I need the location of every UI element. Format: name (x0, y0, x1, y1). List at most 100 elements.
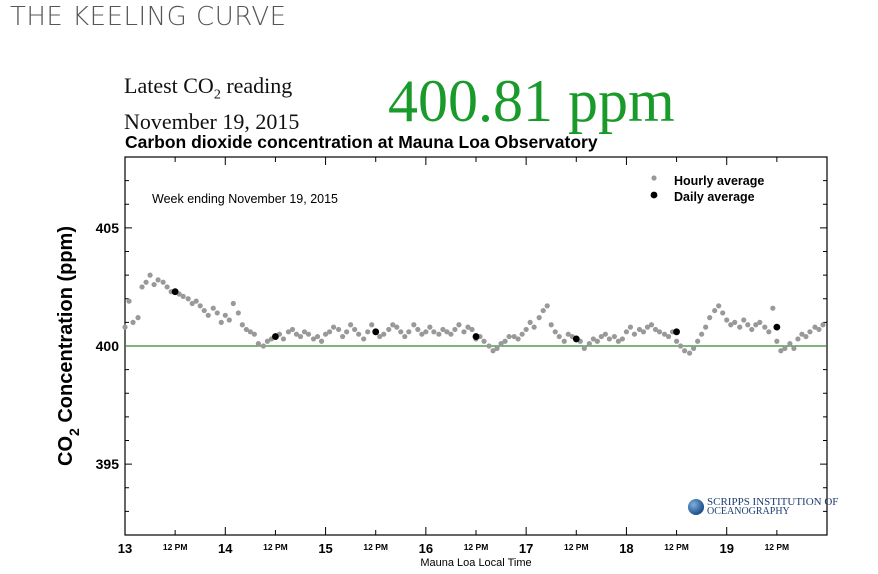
hourly-point (795, 336, 801, 342)
latest-reading-date: November 19, 2015 (124, 109, 300, 135)
hourly-point (791, 345, 797, 351)
hourly-point (390, 322, 396, 328)
y-tick-label: 400 (96, 338, 120, 354)
hourly-point (348, 322, 354, 328)
hourly-point (716, 303, 722, 309)
hourly-point (681, 348, 688, 354)
x-tick-label: 18 (619, 541, 633, 556)
x-tick-label: 13 (118, 541, 132, 556)
hourly-point (122, 324, 128, 330)
x-minor-tick-label: 12 PM (664, 542, 689, 552)
hourly-point (556, 333, 562, 340)
hourly-point (336, 326, 342, 333)
x-tick-label: 15 (318, 541, 332, 556)
hourly-point (770, 305, 776, 311)
hourly-point (699, 331, 705, 337)
hourly-point (465, 324, 471, 330)
x-tick-label: 16 (419, 541, 433, 556)
hourly-point (816, 326, 822, 333)
hourly-point (619, 336, 626, 342)
hourly-point (803, 333, 809, 340)
latest-reading-label: Latest CO2 reading November 19, 2015 (124, 72, 299, 135)
hourly-point (745, 322, 751, 328)
hourly-point (305, 331, 312, 337)
hourly-point (552, 329, 558, 335)
hourly-point (523, 326, 529, 333)
hourly-point (732, 319, 738, 325)
hourly-point (757, 319, 763, 325)
x-minor-tick-label: 12 PM (464, 542, 489, 552)
hourly-point (494, 345, 500, 351)
hourly-point (594, 338, 600, 344)
hourly-point (766, 329, 772, 335)
hourly-point (431, 329, 437, 335)
hourly-point (606, 336, 612, 342)
hourly-point (143, 279, 149, 285)
hourly-point (648, 322, 655, 328)
hourly-point (201, 307, 207, 314)
hourly-point (452, 326, 458, 333)
hourly-point (749, 326, 755, 333)
hourly-point (498, 341, 504, 347)
daily-point (773, 323, 781, 331)
hourly-point (289, 326, 296, 333)
hourly-point (318, 338, 325, 344)
hourly-point (423, 329, 429, 335)
hourly-point (728, 322, 734, 328)
hourly-point (394, 324, 400, 330)
hourly-point (285, 329, 292, 335)
x-tick-label: 19 (719, 541, 733, 556)
site-title: THE KEELING CURVE (10, 2, 287, 32)
hourly-point (527, 319, 533, 325)
hourly-point (656, 329, 663, 335)
hourly-point (210, 305, 216, 311)
hourly-point (235, 310, 241, 316)
x-minor-tick-label: 12 PM (765, 542, 790, 552)
hourly-point (230, 300, 236, 307)
hourly-point (193, 298, 199, 304)
hourly-point (511, 333, 517, 340)
hourly-point (741, 317, 747, 323)
hourly-point (440, 326, 446, 333)
hourly-point (636, 326, 643, 333)
logo-line1: SCRIPPS INSTITUTION OF (707, 496, 839, 508)
legend-daily-marker (650, 191, 658, 199)
hourly-point (197, 303, 203, 309)
hourly-point (456, 322, 462, 328)
hourly-point (369, 322, 375, 328)
daily-point (673, 328, 680, 336)
hourly-point (264, 338, 271, 344)
hourly-point (377, 333, 383, 340)
x-minor-tick-label: 12 PM (564, 542, 589, 552)
hourly-point (536, 315, 542, 321)
hourly-point (205, 312, 211, 318)
hourly-point (820, 322, 826, 328)
hourly-point (531, 324, 537, 330)
hourly-point (561, 338, 567, 344)
hourly-point (398, 329, 404, 335)
hourly-point (361, 336, 367, 342)
hourly-point (665, 333, 672, 340)
hourly-point (782, 345, 788, 351)
daily-point (272, 333, 279, 340)
hourly-point (356, 331, 362, 337)
hourly-point (130, 319, 136, 325)
hourly-point (255, 341, 261, 347)
hourly-point (753, 322, 759, 328)
hourly-point (631, 331, 638, 337)
hourly-point (322, 331, 329, 337)
hourly-point (402, 333, 408, 340)
hourly-point (544, 303, 550, 309)
hourly-point (326, 329, 333, 335)
x-minor-tick-label: 12 PM (163, 542, 188, 552)
hourly-point (778, 348, 784, 354)
hourly-point (226, 317, 232, 323)
hourly-point (386, 326, 392, 333)
hourly-point (411, 322, 417, 328)
hourly-point (540, 307, 546, 314)
x-tick-label: 17 (519, 541, 533, 556)
hourly-point (444, 329, 450, 335)
hourly-point (720, 310, 726, 316)
daily-point (472, 333, 480, 340)
hourly-point (381, 331, 387, 337)
